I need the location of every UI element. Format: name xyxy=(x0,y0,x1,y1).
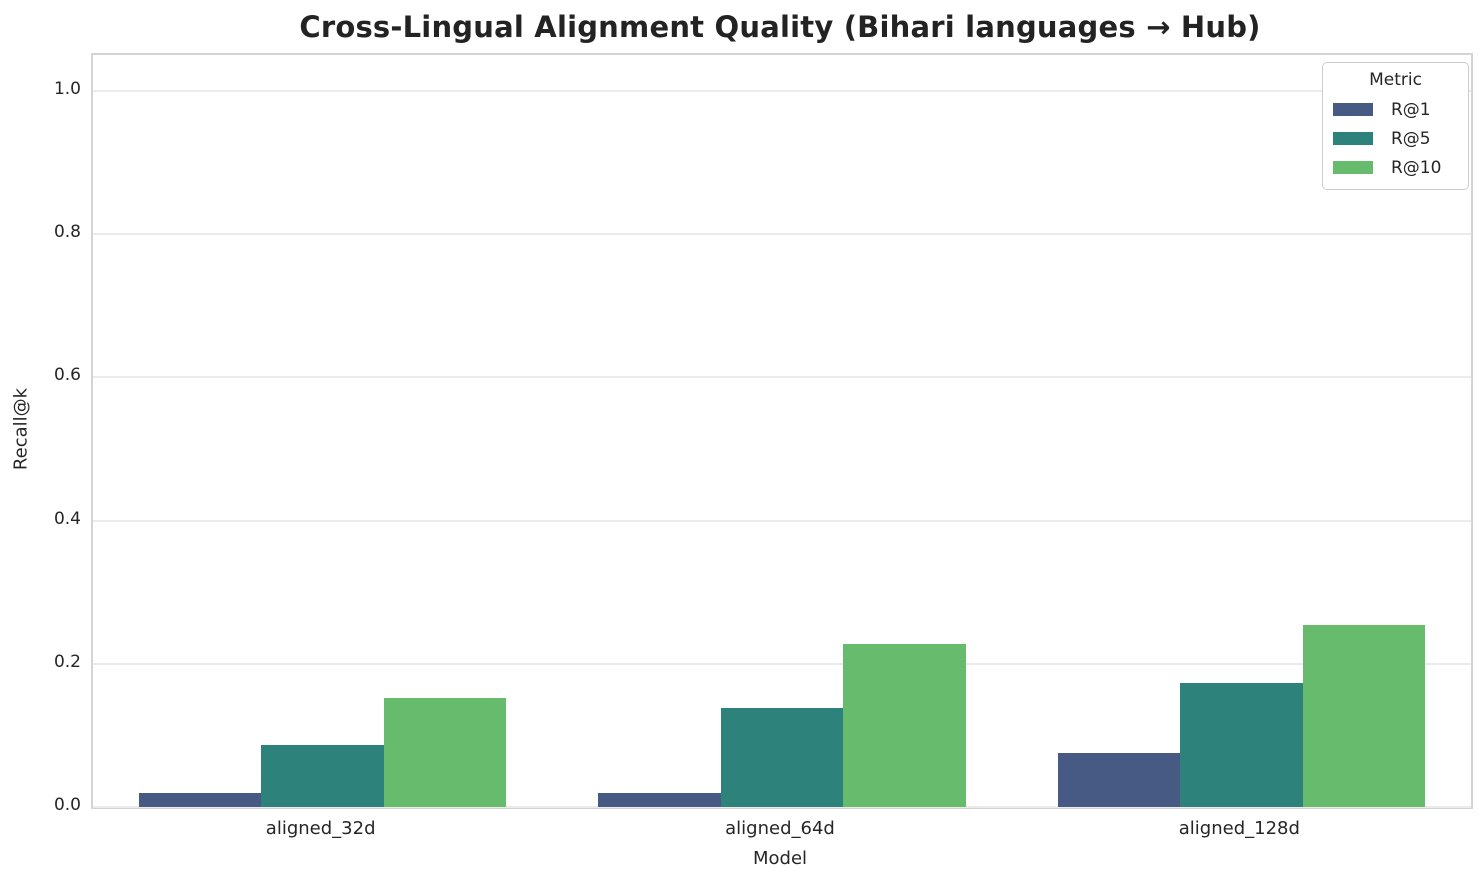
x-axis-title: Model xyxy=(752,848,808,869)
bar-aligned_32d-R@5 xyxy=(261,745,384,807)
legend-title: Metric xyxy=(1369,70,1422,90)
gridline-y-0.0 xyxy=(93,806,1471,808)
chart-title: Cross-Lingual Alignment Quality (Bihari … xyxy=(299,10,1261,44)
gridline-y-1.0 xyxy=(93,89,1471,92)
bar-aligned_32d-R@1 xyxy=(138,792,262,807)
bar-aligned_128d-R@10 xyxy=(1302,625,1426,807)
x-tick-label-aligned_128d: aligned_128d xyxy=(1178,818,1300,839)
y-tick-label-0.4: 0.4 xyxy=(53,508,81,529)
legend: Metric R@1 R@5 R@10 xyxy=(1322,62,1469,190)
legend-label-R@10: R@10 xyxy=(1391,157,1442,178)
gridline-y-0.4 xyxy=(93,519,1471,522)
gridline-y-0.2 xyxy=(93,662,1471,665)
legend-swatch-R@1 xyxy=(1333,103,1373,116)
bar-aligned_128d-R@5 xyxy=(1180,683,1303,807)
bar-aligned_128d-R@1 xyxy=(1057,753,1181,807)
bar-aligned_64d-R@10 xyxy=(843,643,966,807)
legend-item-R@10: R@10 xyxy=(1331,153,1460,182)
y-axis-title: Recall@k xyxy=(10,387,32,471)
bar-aligned_64d-R@5 xyxy=(720,708,844,807)
bar-aligned_64d-R@1 xyxy=(598,792,721,807)
y-tick-label-0.2: 0.2 xyxy=(53,651,81,672)
plot-area xyxy=(91,53,1473,809)
y-tick-label-1.0: 1.0 xyxy=(53,78,81,99)
legend-swatch-R@10 xyxy=(1333,161,1373,174)
y-tick-label-0.0: 0.0 xyxy=(53,795,81,815)
gridline-y-0.8 xyxy=(93,233,1471,236)
y-tick-label-0.8: 0.8 xyxy=(53,222,81,243)
legend-swatch-R@5 xyxy=(1333,132,1373,145)
x-tick-label-aligned_64d: aligned_64d xyxy=(725,818,835,839)
legend-items: R@1 R@5 R@10 xyxy=(1331,95,1460,182)
legend-label-R@1: R@1 xyxy=(1391,99,1431,120)
legend-item-R@5: R@5 xyxy=(1331,124,1460,153)
gridline-y-0.6 xyxy=(93,376,1471,379)
y-tick-label-0.6: 0.6 xyxy=(53,365,81,386)
x-tick-label-aligned_32d: aligned_32d xyxy=(265,818,376,839)
legend-item-R@1: R@1 xyxy=(1331,95,1460,124)
legend-label-R@5: R@5 xyxy=(1391,128,1431,149)
bar-aligned_32d-R@10 xyxy=(383,698,507,807)
